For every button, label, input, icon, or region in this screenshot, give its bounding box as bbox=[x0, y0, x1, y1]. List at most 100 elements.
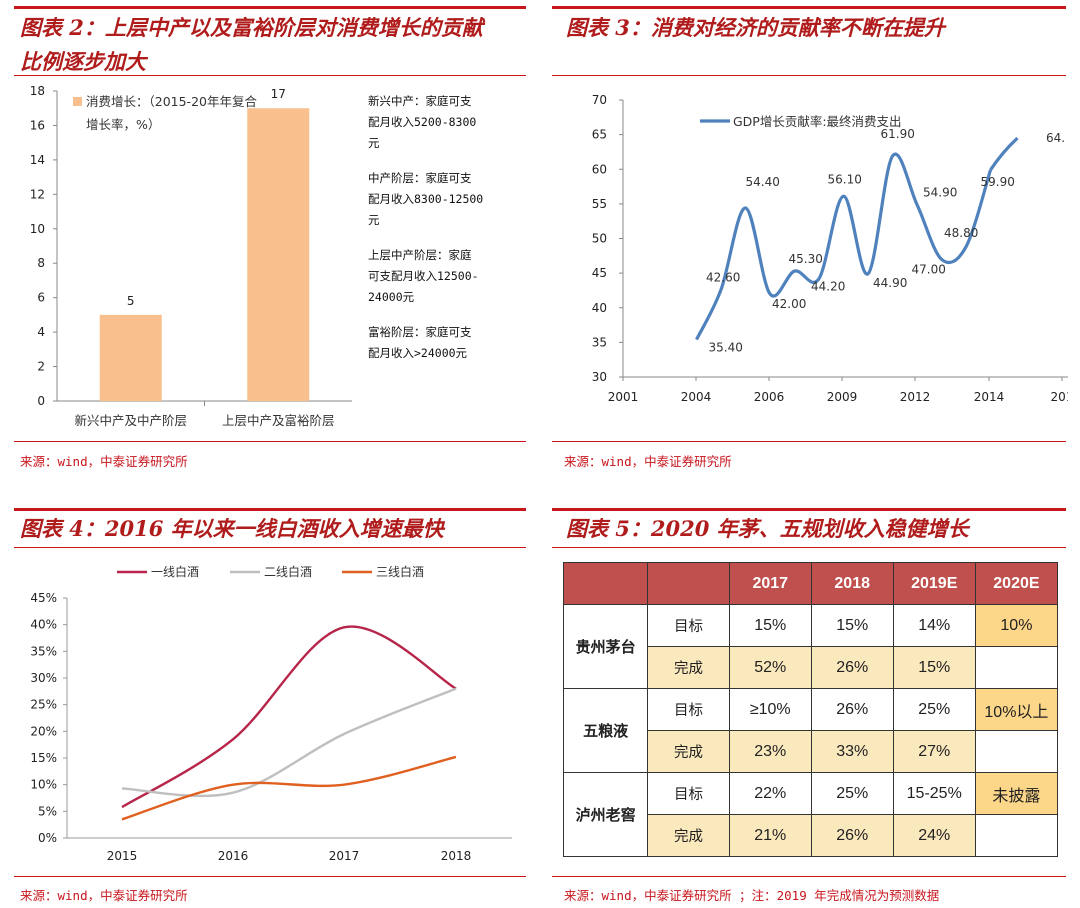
row-label: 完成 bbox=[647, 814, 730, 857]
x-tick-label: 上层中产及富裕阶层 bbox=[222, 413, 335, 428]
title-rule bbox=[14, 6, 526, 9]
table-header-row: 2017 2018 2019E 2020E bbox=[562, 562, 1059, 605]
header-cell: 2017 bbox=[728, 562, 812, 605]
y-tick-label: 0 bbox=[37, 394, 45, 408]
data-label: 47.00 bbox=[912, 262, 946, 276]
table-cell: 15% bbox=[728, 604, 812, 647]
x-tick-label: 2004 bbox=[681, 390, 712, 404]
x-tick-label: 2017 bbox=[329, 849, 360, 863]
legend-label: 一线白酒 bbox=[151, 564, 199, 579]
data-label: 48.80 bbox=[944, 226, 978, 240]
table-cell: 10%以上 bbox=[974, 688, 1059, 731]
y-tick-label: 70 bbox=[592, 93, 607, 107]
x-tick-label: 2016 bbox=[218, 849, 249, 863]
chart4-title: 图表 4：2016 年以来一线白酒收入增速最快 bbox=[20, 516, 444, 541]
title-underline bbox=[14, 75, 526, 76]
title-underline bbox=[552, 75, 1066, 76]
y-tick-label: 4 bbox=[37, 325, 45, 339]
data-label: 54.90 bbox=[923, 186, 957, 200]
title-underline bbox=[14, 547, 526, 548]
series-line bbox=[695, 152, 993, 341]
y-tick-label: 0% bbox=[38, 831, 57, 845]
table-cell: 25% bbox=[810, 772, 894, 815]
table-row: 五粮液 目标 ≥10% 26% 25% 10%以上 bbox=[562, 688, 1059, 773]
y-tick-label: 35 bbox=[592, 335, 607, 349]
header-blank bbox=[562, 562, 649, 605]
y-tick-label: 35% bbox=[30, 644, 57, 658]
table-row: 完成 21% 26% 24% bbox=[564, 814, 1059, 857]
y-tick-label: 50 bbox=[592, 232, 607, 246]
data-label: 54.40 bbox=[746, 175, 780, 189]
data-label: 59.90 bbox=[981, 175, 1015, 189]
table-cell: 26% bbox=[810, 646, 894, 689]
chart2-panel: 图表 2：上层中产以及富裕阶层对消费增长的贡献 比例逐步加大 0 2 4 6 8 10 12… bbox=[0, 0, 540, 480]
chart4-line-chart: 0% 5% 10% 15% 20% 25% 30% 35% 40% 45% 2015 2016 2017… bbox=[30, 564, 512, 863]
chart3-title: 图表 3：消费对经济的贡献率不断在提升 bbox=[566, 15, 945, 40]
table-cell bbox=[974, 646, 1059, 689]
table-cell bbox=[974, 730, 1059, 773]
row-label: 完成 bbox=[647, 646, 730, 689]
x-tick-label: 2009 bbox=[827, 390, 858, 404]
y-tick-label: 30 bbox=[592, 370, 607, 384]
source-rule bbox=[552, 876, 1066, 877]
company-name: 五粮液 bbox=[562, 688, 649, 773]
bar-value-label: 17 bbox=[271, 87, 286, 101]
legend-swatch bbox=[73, 97, 82, 106]
note-fuyu: 富裕阶层：家庭可支 配月收入>24000元 bbox=[368, 325, 472, 360]
company-name: 泸州老窖 bbox=[562, 772, 649, 857]
chart2-bar-chart: 0 2 4 6 8 10 12 14 16 18 5 新兴中产及中产阶层 17 上层中产及富裕阶层 消费增长… bbox=[30, 84, 352, 428]
y-tick-label: 5% bbox=[38, 804, 57, 818]
table-cell: 15% bbox=[810, 604, 894, 647]
series-line bbox=[121, 687, 457, 798]
chart4-panel: 图表 4：2016 年以来一线白酒收入增速最快 0% 5% 10% 15% 20% 25%… bbox=[0, 480, 540, 908]
chart2-title-line2: 比例逐步加大 bbox=[20, 49, 146, 74]
data-label: 56.10 bbox=[828, 172, 862, 186]
data-label: 35.40 bbox=[709, 341, 743, 355]
table-cell: 26% bbox=[810, 688, 894, 731]
table-cell: 21% bbox=[728, 814, 812, 857]
x-tick-label: 新兴中产及中产阶层 bbox=[74, 413, 187, 428]
header-cell: 2020E bbox=[974, 562, 1059, 605]
data-label: 61.90 bbox=[881, 127, 915, 141]
y-tick-label: 16 bbox=[30, 118, 45, 132]
x-tick-label: 2014 bbox=[974, 390, 1005, 404]
x-tick-label: 2018 bbox=[441, 849, 472, 863]
table-cell bbox=[974, 814, 1059, 857]
source-rule bbox=[14, 876, 526, 877]
x-tick-label: 2012 bbox=[900, 390, 931, 404]
y-tick-label: 15% bbox=[30, 751, 57, 765]
note-zhongchan: 中产阶层：家庭可支 配月收入8300-12500 元 bbox=[368, 171, 484, 227]
table-cell: ≥10% bbox=[728, 688, 812, 731]
bar-value-label: 5 bbox=[127, 294, 135, 308]
y-tick-label: 60 bbox=[592, 162, 607, 176]
chart2-title-line1: 图表 2：上层中产以及富裕阶层对消费增长的贡献 bbox=[20, 15, 483, 40]
y-tick-label: 55 bbox=[592, 197, 607, 211]
x-tick-label: 201 bbox=[1051, 390, 1068, 404]
y-tick-label: 6 bbox=[37, 291, 45, 305]
bar bbox=[247, 108, 310, 401]
header-cell: 2018 bbox=[810, 562, 894, 605]
table-row: 贵州茅台 目标 15% 15% 14% 10% bbox=[562, 604, 1059, 689]
y-tick-label: 2 bbox=[37, 360, 45, 374]
data-label: 45.30 bbox=[789, 252, 823, 266]
y-tick-label: 30% bbox=[30, 671, 57, 685]
table-cell: 22% bbox=[728, 772, 812, 815]
y-tick-label: 45 bbox=[592, 266, 607, 280]
chart3-line-chart: 30 35 40 45 50 55 60 65 70 2001 2004 2006 2009 2012 20… bbox=[592, 93, 1068, 404]
title-underline bbox=[552, 547, 1066, 548]
y-tick-label: 8 bbox=[37, 256, 45, 270]
header-cell: 2019E bbox=[892, 562, 976, 605]
table-cell: 15% bbox=[892, 646, 976, 689]
x-tick-label: 2015 bbox=[107, 849, 138, 863]
chart4-source: 来源：wind，中泰证券研究所 bbox=[20, 888, 188, 903]
y-tick-label: 12 bbox=[30, 187, 45, 201]
table-row: 泸州老窖 目标 22% 25% 15-25% 未披露 bbox=[562, 772, 1059, 857]
data-label: 44.20 bbox=[811, 280, 845, 294]
table-cell: 33% bbox=[810, 730, 894, 773]
table5-source: 来源：wind，中泰证券研究所 ；注：2019 年完成情况为预测数据 bbox=[564, 888, 940, 903]
y-tick-label: 10% bbox=[30, 778, 57, 792]
chart2-notes: 新兴中产：家庭可支 配月收入5200-8300 元 中产阶层：家庭可支 配月收入… bbox=[368, 91, 528, 378]
row-label: 目标 bbox=[647, 688, 730, 731]
y-tick-label: 14 bbox=[30, 153, 45, 167]
chart3-panel: 图表 3：消费对经济的贡献率不断在提升 30 35 40 45 50 55 60 65 70 20… bbox=[540, 0, 1080, 480]
